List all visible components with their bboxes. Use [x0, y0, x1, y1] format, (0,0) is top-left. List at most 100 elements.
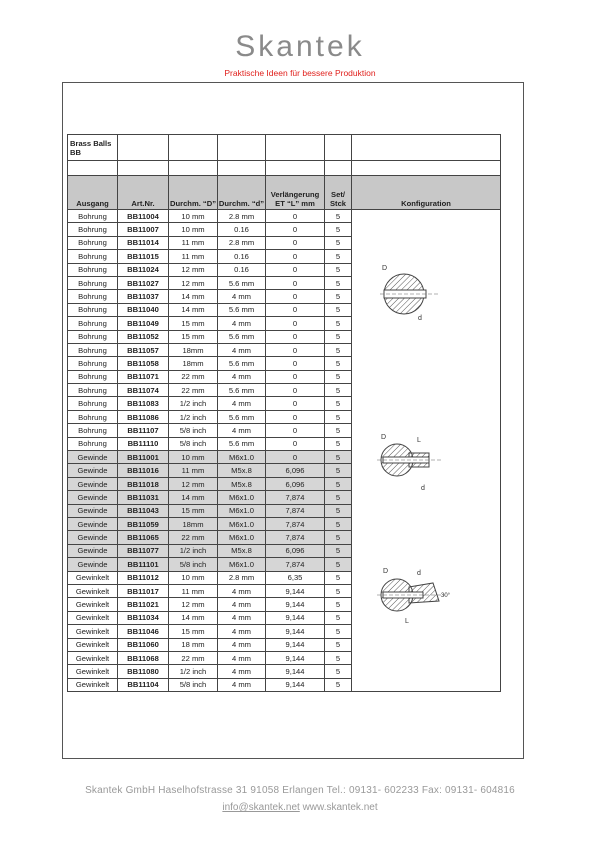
- cell-set: 5: [324, 677, 352, 693]
- cell-durchm-d: M5x.8: [217, 543, 266, 559]
- cell-set: 5: [324, 262, 352, 277]
- cell-durchm-D: 10 mm: [168, 450, 218, 465]
- table-row: Gewinde BB11101 5/8 inch M6x1.0 7,874 5: [67, 557, 501, 572]
- cell-ausgang: Bohrung: [67, 208, 118, 224]
- footer-contact: info@skantek.net www.skantek.net: [0, 802, 600, 813]
- cell-verlaengerung: 0: [265, 208, 325, 224]
- cell-durchm-d: 4 mm: [217, 650, 266, 666]
- cell-verlaengerung: 0: [265, 302, 325, 318]
- cell-artnr: BB11018: [117, 476, 169, 492]
- cell-set: 5: [324, 597, 352, 612]
- cell-artnr: BB11065: [117, 530, 169, 545]
- cell-set: 5: [324, 369, 352, 385]
- cell-durchm-d: 0.16: [217, 262, 266, 277]
- cell-durchm-D: 5/8 inch: [168, 557, 218, 572]
- label-D: D: [383, 568, 388, 575]
- cell-artnr: BB11012: [117, 570, 169, 585]
- cell-artnr: BB11086: [117, 409, 169, 425]
- cell-set: 5: [324, 302, 352, 318]
- table-row: Gewinkelt BB11104 5/8 inch 4 mm 9,144 5: [67, 677, 501, 693]
- cell-verlaengerung: 6,096: [265, 476, 325, 492]
- cell-artnr: BB11017: [117, 583, 169, 599]
- cell-durchm-D: 12 mm: [168, 275, 218, 291]
- cell-artnr: BB11074: [117, 383, 169, 398]
- cell-artnr: BB11052: [117, 329, 169, 344]
- cell-set: 5: [324, 463, 352, 478]
- cell-durchm-D: 18mm: [168, 356, 218, 371]
- cell-durchm-d: 4 mm: [217, 342, 266, 358]
- cell-ausgang: Bohrung: [67, 356, 118, 371]
- table-title: Brass Balls BB: [67, 134, 118, 161]
- cell-artnr: BB11110: [117, 436, 169, 452]
- cell-verlaengerung: 0: [265, 356, 325, 371]
- cell-artnr: BB11080: [117, 664, 169, 679]
- cell-verlaengerung: 0: [265, 275, 325, 291]
- cell-verlaengerung: 0: [265, 329, 325, 344]
- cell-durchm-d: M6x1.0: [217, 490, 266, 505]
- label-angle: 30°: [441, 593, 451, 599]
- cell-artnr: BB11027: [117, 275, 169, 291]
- cell-durchm-d: M6x1.0: [217, 516, 266, 532]
- cell-ausgang: Bohrung: [67, 289, 118, 304]
- cell-durchm-D: 5/8 inch: [168, 436, 218, 452]
- cell-verlaengerung: 0: [265, 262, 325, 277]
- table-row: Bohrung BB11014 11 mm 2.8 mm 0 5: [67, 235, 501, 251]
- label-D: D: [381, 434, 386, 441]
- cell-set: 5: [324, 383, 352, 398]
- cell-verlaengerung: 6,096: [265, 543, 325, 559]
- cell-artnr: BB11060: [117, 637, 169, 652]
- cell-artnr: BB11107: [117, 423, 169, 438]
- col-durchm-D: Durchm. “D”: [168, 175, 218, 210]
- table-row: Bohrung BB11107 5/8 inch 4 mm 0 5: [67, 423, 501, 438]
- footer-address: Skantek GmbH Haselhofstrasse 31 91058 Er…: [85, 785, 515, 796]
- cell-durchm-D: 10 mm: [168, 208, 218, 224]
- cell-ausgang: Bohrung: [67, 409, 118, 425]
- table-row: Bohrung BB11049 15 mm 4 mm 0 5: [67, 316, 501, 331]
- table-row: Bohrung BB11027 12 mm 5.6 mm 0 5: [67, 275, 501, 291]
- cell-set: 5: [324, 530, 352, 545]
- cell-durchm-d: 4 mm: [217, 597, 266, 612]
- cell-durchm-d: 4 mm: [217, 369, 266, 385]
- cell-artnr: BB11001: [117, 450, 169, 465]
- cell-set: 5: [324, 222, 352, 237]
- cell-artnr: BB11043: [117, 503, 169, 518]
- cell-verlaengerung: 0: [265, 222, 325, 237]
- cell-durchm-d: 0.16: [217, 222, 266, 237]
- email-link[interactable]: info@skantek.net: [222, 802, 300, 813]
- cell-durchm-D: 22 mm: [168, 530, 218, 545]
- cell-durchm-d: M5x.8: [217, 476, 266, 492]
- cell-durchm-D: 12 mm: [168, 597, 218, 612]
- cell-ausgang: Gewinde: [67, 476, 118, 492]
- cell-durchm-d: 5.6 mm: [217, 302, 266, 318]
- cell-ausgang: Bohrung: [67, 235, 118, 251]
- cell-verlaengerung: 0: [265, 235, 325, 251]
- cell-set: 5: [324, 289, 352, 304]
- cell-ausgang: Bohrung: [67, 369, 118, 385]
- bohrung-diagram: D d: [380, 265, 438, 322]
- col-artnr: Art.Nr.: [117, 175, 169, 210]
- website[interactable]: www.skantek.net: [302, 802, 378, 813]
- cell-ausgang: Bohrung: [67, 275, 118, 291]
- cell-durchm-D: 15 mm: [168, 316, 218, 331]
- cell-durchm-D: 14 mm: [168, 289, 218, 304]
- cell-durchm-d: 4 mm: [217, 583, 266, 599]
- cell-durchm-d: 5.6 mm: [217, 275, 266, 291]
- cell-verlaengerung: 9,144: [265, 583, 325, 599]
- cell-artnr: BB11034: [117, 610, 169, 626]
- cell-ausgang: Gewinkelt: [67, 570, 118, 585]
- table-row: Bohrung BB11052 15 mm 5.6 mm 0 5: [67, 329, 501, 344]
- table-row: Gewinde BB11077 1/2 inch M5x.8 6,096 5: [67, 543, 501, 559]
- cell-artnr: BB11101: [117, 557, 169, 572]
- cell-set: 5: [324, 650, 352, 666]
- cell-ausgang: Gewinde: [67, 557, 118, 572]
- cell-ausgang: Gewinde: [67, 543, 118, 559]
- table-row: Gewinkelt BB11046 15 mm 4 mm 9,144 5: [67, 624, 501, 639]
- label-L: L: [417, 437, 421, 444]
- cell-artnr: BB11104: [117, 677, 169, 693]
- cell-verlaengerung: 0: [265, 396, 325, 411]
- cell-verlaengerung: 0: [265, 450, 325, 465]
- label-d: d: [417, 570, 421, 577]
- table-row: Gewinde BB11018 12 mm M5x.8 6,096 5: [67, 476, 501, 492]
- cell-artnr: BB11037: [117, 289, 169, 304]
- cell-durchm-D: 15 mm: [168, 503, 218, 518]
